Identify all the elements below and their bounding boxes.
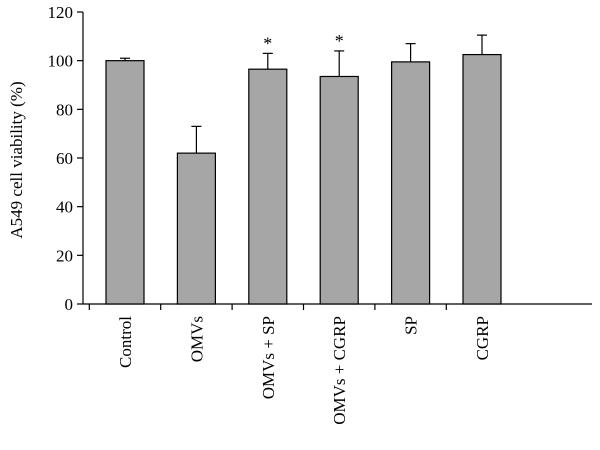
- bar: [391, 61, 431, 305]
- x-tick-label: SP: [402, 316, 421, 335]
- bar: [462, 53, 502, 305]
- x-tick-label: OMVs + SP: [259, 316, 278, 399]
- bar: [105, 60, 145, 305]
- x-tick-label: CGRP: [473, 316, 492, 360]
- x-tick-label: Control: [116, 316, 135, 368]
- x-tick-label: OMVs + CGRP: [330, 316, 349, 425]
- bar: [176, 152, 216, 305]
- y-tick-label: 20: [56, 246, 73, 265]
- plot-area: 0 20 40 60 80 100 120 Control OMVs * OMVs + SP * OMV…: [48, 3, 592, 425]
- y-tick-label: 120: [48, 3, 74, 22]
- y-tick-label: 40: [56, 198, 73, 217]
- bar: [248, 68, 288, 305]
- significance-marker: *: [335, 31, 344, 51]
- bar: [319, 75, 359, 305]
- significance-marker: *: [263, 33, 272, 53]
- y-tick-label: 80: [56, 100, 73, 119]
- y-tick-label: 60: [56, 149, 73, 168]
- y-axis-label: A549 cell viability (%): [7, 81, 26, 238]
- y-tick-label: 100: [48, 52, 74, 71]
- y-tick-label: 0: [65, 295, 74, 314]
- x-tick-label: OMVs: [187, 316, 206, 362]
